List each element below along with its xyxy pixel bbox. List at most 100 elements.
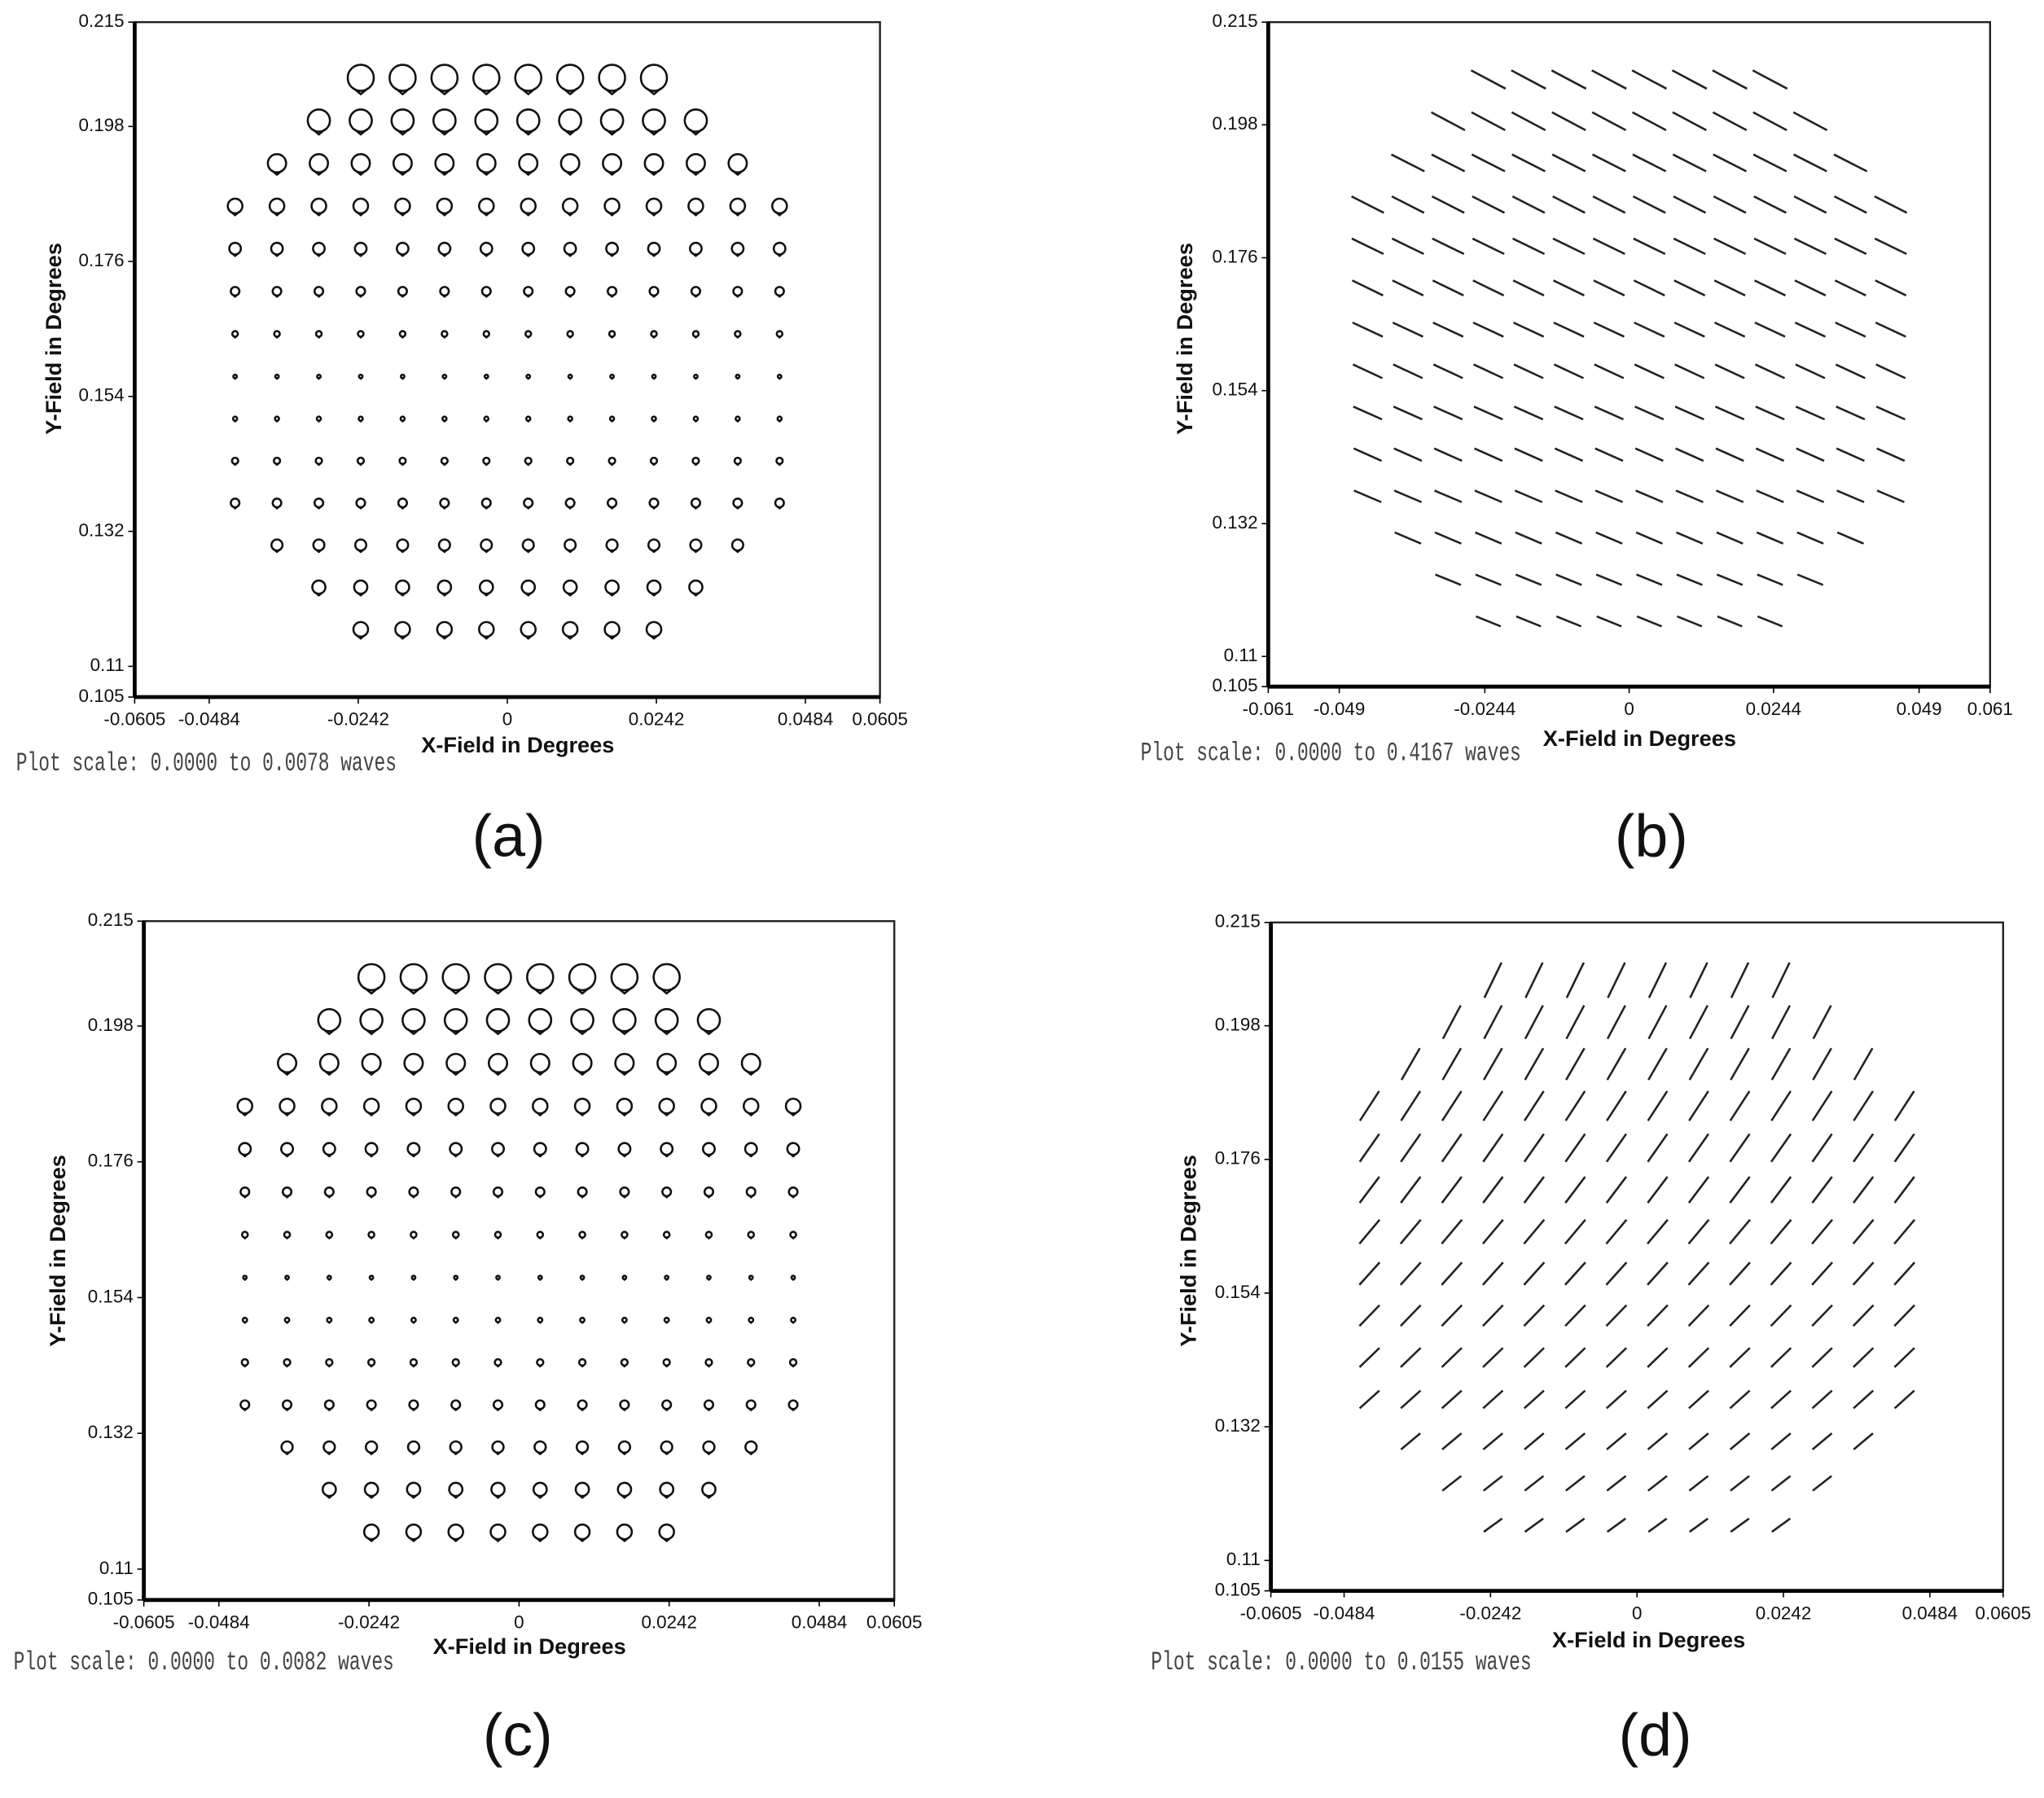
coma-marker <box>403 1053 424 1077</box>
coma-marker <box>514 64 542 96</box>
coma-marker <box>688 579 704 597</box>
astigmatism-line <box>1687 1176 1710 1204</box>
coma-marker <box>480 286 492 298</box>
coma-marker <box>573 1097 591 1117</box>
coma-marker <box>689 538 703 554</box>
coma-marker <box>406 1440 421 1456</box>
coma-marker <box>621 1317 628 1324</box>
coma-marker <box>493 1230 502 1240</box>
coma-marker <box>561 621 579 640</box>
astigmatism-line <box>1358 1176 1380 1204</box>
coma-marker <box>579 1317 586 1324</box>
coma-marker <box>495 1274 501 1282</box>
coma-marker <box>646 579 662 597</box>
astigmatism-line <box>1673 237 1706 256</box>
coma-marker <box>436 579 453 597</box>
astigmatism-line <box>1647 1005 1668 1040</box>
astigmatism-line <box>1353 489 1382 503</box>
coma-marker <box>323 1186 335 1199</box>
astigmatism-line <box>1351 237 1384 256</box>
coma-marker <box>621 1230 629 1240</box>
astigmatism-line <box>1712 69 1748 90</box>
astigmatism-line <box>1606 1475 1627 1492</box>
coma-marker <box>306 108 331 136</box>
coma-marker <box>352 197 370 217</box>
astigmatism-line <box>1605 1133 1627 1163</box>
astigmatism-line <box>1876 447 1906 463</box>
coma-marker <box>441 415 448 423</box>
astigmatism-line <box>1634 447 1664 463</box>
astigmatism-line <box>1770 1047 1792 1081</box>
coma-marker <box>441 373 448 380</box>
astigmatism-line <box>1730 1475 1750 1492</box>
y-tick-label: 0.132 <box>88 1422 134 1442</box>
astigmatism-line <box>1875 321 1906 338</box>
astigmatism-line <box>1593 279 1625 296</box>
coma-marker <box>352 621 370 640</box>
coma-marker <box>578 1230 586 1240</box>
coma-marker <box>612 1007 637 1036</box>
coma-marker <box>776 415 783 423</box>
astigmatism-line <box>1400 1090 1422 1122</box>
astigmatism-line <box>1835 321 1866 338</box>
coma-marker <box>313 286 325 298</box>
astigmatism-line <box>1635 489 1664 503</box>
coma-marker <box>309 153 330 177</box>
astigmatism-line <box>1431 195 1465 214</box>
coma-marker <box>598 64 626 96</box>
coma-marker <box>652 963 681 995</box>
coma-marker <box>361 1053 382 1077</box>
coma-marker <box>558 108 583 136</box>
astigmatism-line <box>1512 279 1545 296</box>
astigmatism-line <box>1565 962 1586 998</box>
coma-marker <box>607 456 616 467</box>
astigmatism-line <box>1833 153 1868 173</box>
coma-marker <box>437 538 451 554</box>
coma-marker <box>399 373 406 380</box>
astigmatism-line <box>1605 1218 1628 1245</box>
coma-marker <box>390 108 415 136</box>
coma-marker <box>534 1186 546 1199</box>
coma-marker <box>436 621 454 640</box>
panel-caption: (a) <box>472 801 546 869</box>
coma-marker <box>693 373 699 380</box>
coma-marker <box>280 1440 294 1456</box>
astigmatism-line <box>1432 237 1465 256</box>
astigmatism-line <box>1441 1047 1463 1081</box>
x-tick-label: 0 <box>502 709 512 730</box>
astigmatism-line <box>1606 1005 1626 1040</box>
coma-marker <box>650 330 658 339</box>
coma-marker <box>619 1186 630 1199</box>
astigmatism-line <box>1672 111 1707 131</box>
astigmatism-line <box>1475 573 1502 586</box>
astigmatism-line <box>1792 111 1828 131</box>
astigmatism-line <box>1754 321 1786 338</box>
coma-marker <box>643 153 665 177</box>
coma-marker <box>472 64 501 96</box>
astigmatism-line <box>1796 447 1825 463</box>
coma-marker <box>706 1274 712 1282</box>
coma-marker <box>441 330 449 339</box>
astigmatism-line <box>1553 321 1585 338</box>
astigmatism-line <box>1514 489 1543 503</box>
astigmatism-line <box>1400 1176 1422 1204</box>
coma-marker <box>451 1230 460 1240</box>
coma-marker <box>357 415 364 423</box>
astigmatism-line <box>1752 153 1787 173</box>
coma-marker <box>439 286 450 298</box>
astigmatism-line <box>1565 1517 1586 1533</box>
astigmatism-line <box>1441 1176 1463 1204</box>
astigmatism-line <box>1893 1347 1915 1368</box>
panel-caption: (d) <box>1619 1700 1692 1768</box>
astigmatism-line <box>1591 69 1627 90</box>
astigmatism-line <box>1482 1475 1503 1492</box>
y-tick-label: 0.176 <box>79 250 125 270</box>
coma-marker <box>449 1440 463 1456</box>
coma-marker <box>603 197 621 217</box>
coma-marker <box>450 1186 462 1199</box>
astigmatism-line <box>1674 406 1704 421</box>
y-tick-label: 0.11 <box>90 655 125 675</box>
coma-marker <box>574 1481 590 1499</box>
coma-marker <box>518 153 539 177</box>
coma-marker <box>394 197 411 217</box>
